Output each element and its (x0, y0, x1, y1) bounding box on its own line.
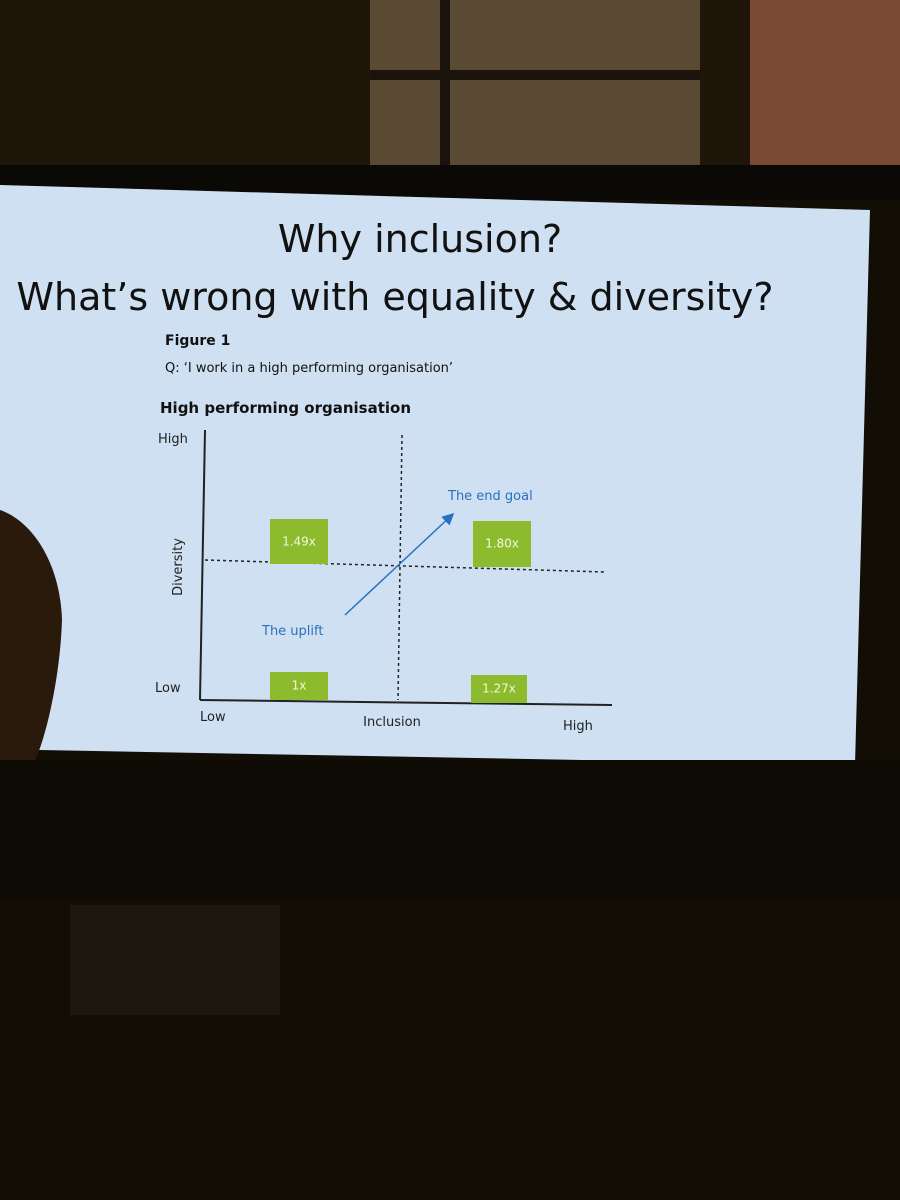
window (370, 0, 700, 175)
room-floor (0, 760, 900, 900)
quadrant-box (270, 519, 328, 564)
quadrant-box (270, 672, 328, 700)
slide (0, 185, 870, 765)
y-axis (199, 429, 206, 701)
window-frame (370, 70, 700, 80)
quadrant-label: 1.49x (282, 535, 316, 549)
slide-title: What’s wrong with equality & diversity? (16, 275, 773, 319)
window-frame (440, 0, 450, 175)
quadrant-box (473, 521, 531, 567)
y-low-label: Low (155, 681, 181, 696)
x-axis-label: Inclusion (363, 715, 421, 730)
x-low-label: Low (200, 710, 226, 725)
question: Q: ‘I work in a high performing organisa… (165, 361, 453, 376)
figure-label: Figure 1 (165, 333, 230, 349)
quadrant-label: 1.27x (482, 682, 516, 696)
x-axis (199, 699, 613, 706)
annotation: The end goal (447, 489, 533, 504)
divider (397, 434, 403, 701)
audience-head (0, 510, 62, 760)
brick-wall (750, 0, 900, 180)
annotation: The uplift (261, 624, 323, 639)
uplift-arrow (344, 512, 455, 616)
y-axis-label: Diversity (171, 538, 186, 596)
quadrant-label: 1x (292, 679, 307, 693)
x-high-label: High (563, 719, 593, 734)
y-high-label: High (158, 432, 188, 447)
quadrant-label: 1.80x (485, 537, 519, 551)
quadrant-box (471, 675, 527, 703)
chart-subtitle: High performing organisation (160, 399, 411, 417)
slide-title: Why inclusion? (278, 217, 562, 261)
monitor (70, 905, 280, 1015)
